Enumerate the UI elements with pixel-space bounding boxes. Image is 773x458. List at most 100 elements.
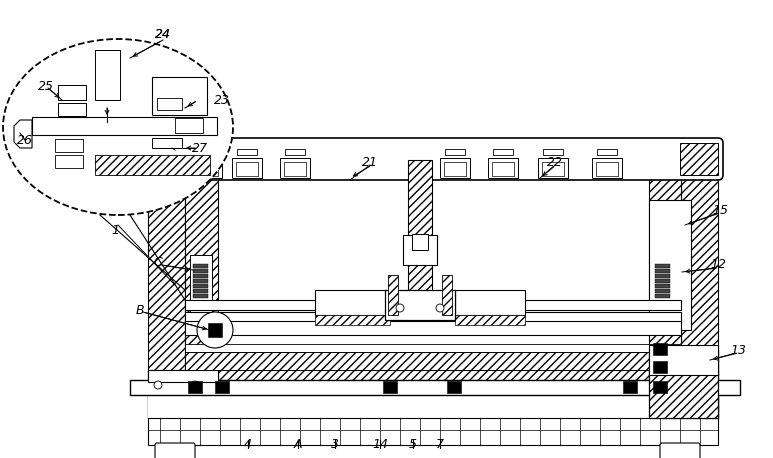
Circle shape — [436, 304, 444, 312]
Text: 15: 15 — [712, 203, 728, 217]
Bar — [653, 343, 667, 355]
Text: 14: 14 — [372, 437, 388, 451]
Bar — [315, 290, 390, 315]
Bar — [237, 149, 257, 155]
Bar — [193, 284, 208, 288]
Bar — [193, 294, 208, 298]
Bar — [185, 312, 681, 322]
Bar — [32, 117, 217, 135]
Polygon shape — [14, 120, 32, 148]
Bar — [623, 381, 637, 393]
Text: 21: 21 — [362, 156, 378, 169]
Bar — [193, 279, 208, 283]
Bar — [148, 380, 718, 418]
Bar — [649, 200, 691, 330]
Ellipse shape — [3, 39, 233, 215]
Text: 12: 12 — [710, 258, 726, 272]
Bar — [130, 380, 740, 395]
Bar — [148, 143, 718, 160]
Bar — [655, 269, 670, 273]
Bar — [445, 149, 465, 155]
Bar — [403, 235, 437, 265]
Bar — [196, 162, 218, 176]
FancyBboxPatch shape — [155, 443, 195, 458]
Bar — [649, 345, 718, 375]
Bar — [95, 50, 120, 100]
Bar — [592, 158, 622, 178]
Bar — [649, 350, 718, 418]
Bar — [543, 149, 563, 155]
Bar — [655, 279, 670, 283]
Bar — [148, 143, 185, 380]
Bar — [55, 139, 83, 152]
Bar — [208, 323, 222, 337]
Bar — [412, 234, 428, 250]
Text: 24: 24 — [155, 28, 171, 42]
Text: C: C — [154, 256, 162, 269]
Ellipse shape — [3, 39, 233, 215]
Bar — [58, 85, 86, 100]
Text: A: A — [294, 437, 302, 451]
Bar — [649, 160, 681, 380]
Bar — [455, 315, 525, 325]
Bar — [95, 155, 210, 175]
Circle shape — [197, 312, 233, 348]
Bar — [185, 160, 681, 370]
Bar — [185, 321, 681, 335]
Bar — [442, 275, 452, 315]
Bar — [280, 158, 310, 178]
Bar — [193, 269, 208, 273]
Bar — [193, 274, 208, 278]
Bar — [455, 290, 525, 315]
Bar — [58, 103, 86, 116]
Circle shape — [191, 381, 199, 389]
Text: 26: 26 — [17, 133, 33, 147]
Bar — [285, 149, 305, 155]
Bar — [185, 300, 681, 310]
Bar — [157, 98, 182, 110]
Bar — [493, 149, 513, 155]
Bar — [653, 381, 667, 393]
Text: 24: 24 — [155, 28, 171, 42]
Bar — [175, 118, 203, 133]
Bar — [152, 138, 182, 148]
Bar — [488, 158, 518, 178]
Bar — [185, 160, 218, 380]
Bar — [190, 255, 212, 315]
Bar — [597, 149, 617, 155]
Bar — [315, 315, 390, 325]
Text: 7: 7 — [436, 437, 444, 451]
Bar — [655, 274, 670, 278]
Bar — [197, 149, 217, 155]
Bar — [148, 370, 218, 382]
Bar — [148, 143, 718, 175]
Bar — [148, 370, 218, 382]
Bar — [650, 255, 672, 315]
Bar — [653, 361, 667, 373]
Bar — [55, 155, 83, 168]
Text: 5: 5 — [409, 437, 417, 451]
Bar — [680, 143, 718, 175]
Bar — [193, 264, 208, 268]
Bar — [655, 289, 670, 293]
Bar — [492, 162, 514, 176]
Bar — [185, 344, 681, 352]
Text: 27: 27 — [192, 142, 208, 154]
Bar — [649, 200, 691, 330]
FancyBboxPatch shape — [660, 443, 700, 458]
Bar — [215, 381, 229, 393]
Bar — [152, 77, 207, 115]
Bar — [148, 380, 718, 418]
Text: 13: 13 — [730, 344, 746, 356]
Text: 3: 3 — [331, 437, 339, 451]
Bar — [408, 160, 432, 300]
Bar — [148, 418, 718, 445]
Bar — [655, 284, 670, 288]
Text: 22: 22 — [547, 156, 563, 169]
Bar — [193, 289, 208, 293]
Bar — [192, 158, 222, 178]
Text: B: B — [136, 304, 145, 316]
Text: 1: 1 — [111, 224, 119, 236]
Bar — [383, 381, 397, 393]
Bar — [185, 352, 681, 370]
